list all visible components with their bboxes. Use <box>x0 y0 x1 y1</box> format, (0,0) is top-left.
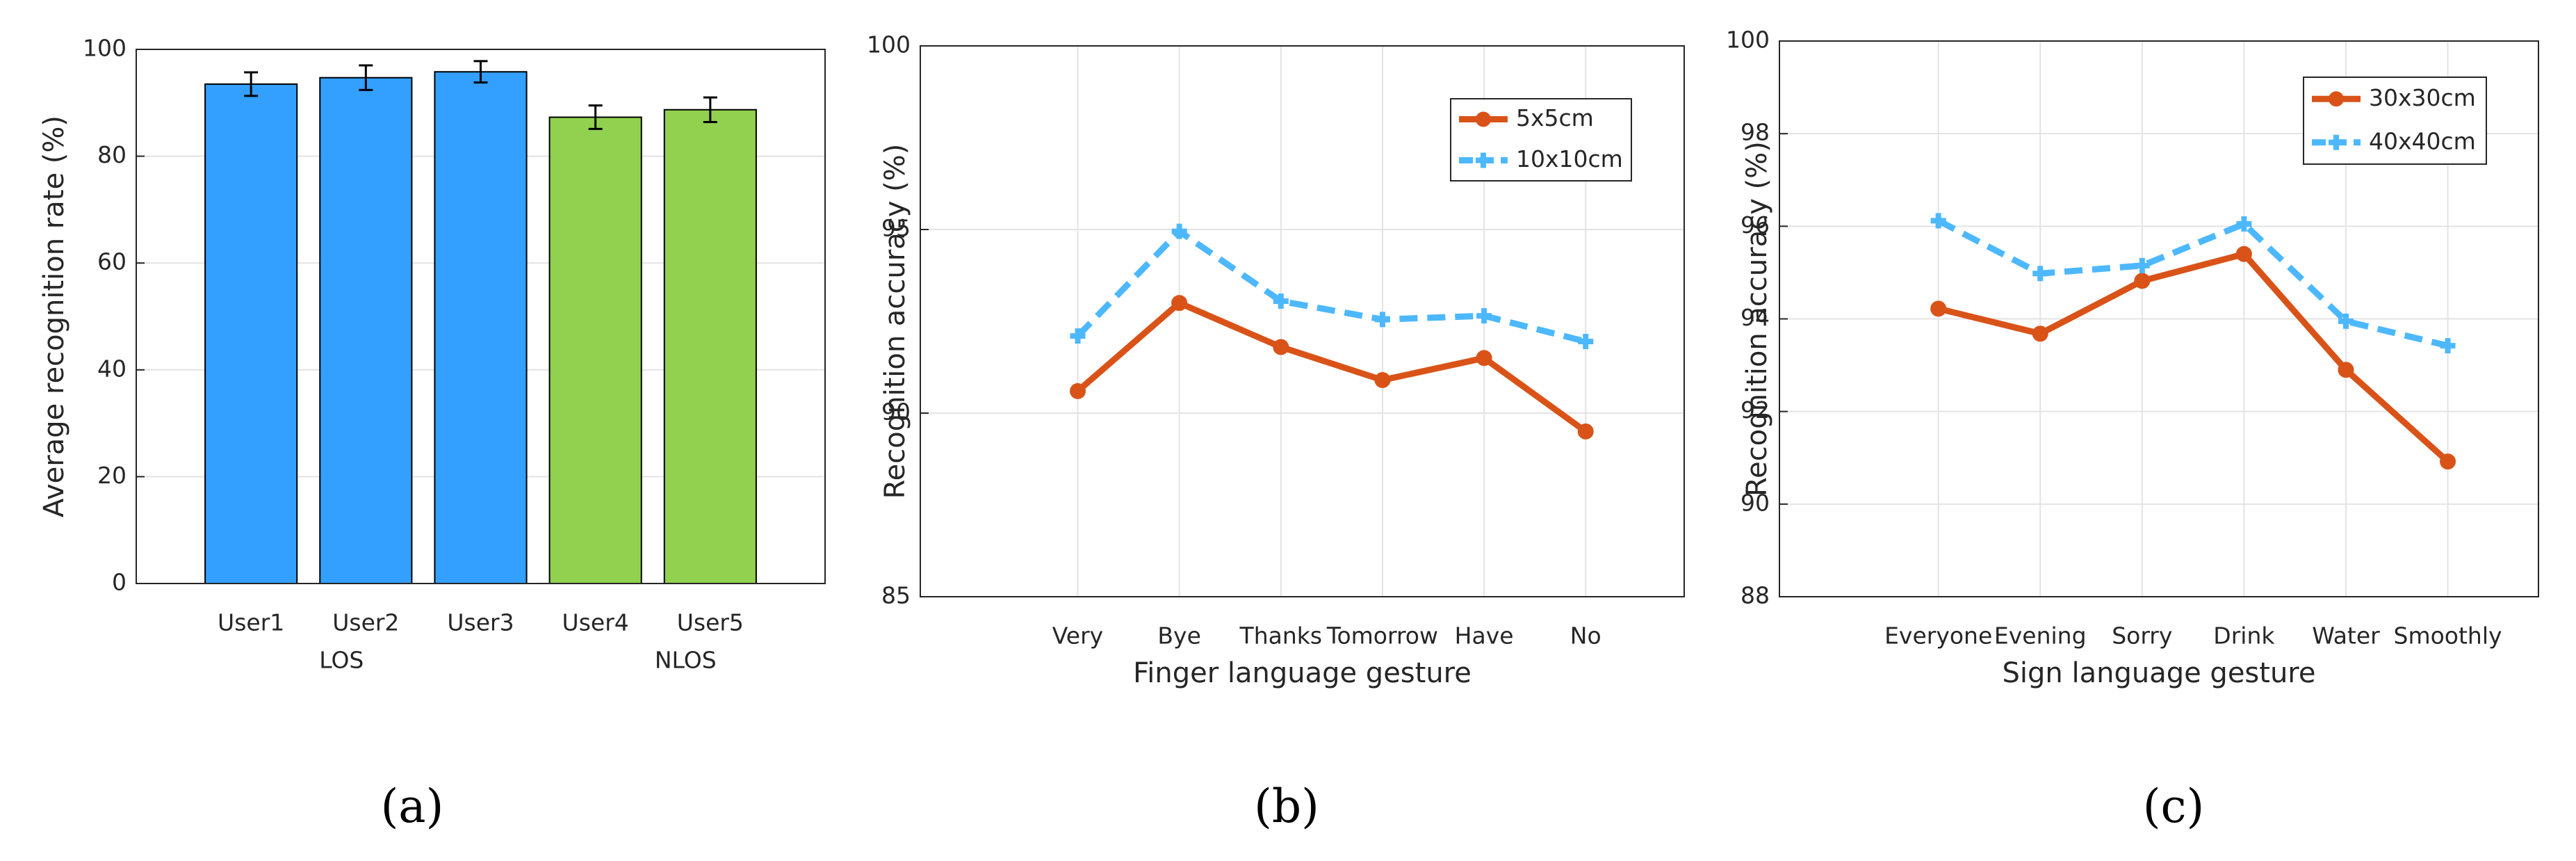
series-line <box>1075 227 1587 345</box>
x-tick-label: Thanks <box>1239 622 1323 650</box>
x-tick-label: Everyone <box>1884 622 1992 650</box>
y-tick-label: 90 <box>1741 489 1770 516</box>
marker <box>1273 293 1289 309</box>
series-line <box>1075 299 1588 435</box>
marker <box>2134 273 2151 289</box>
y-tick-label: 95 <box>881 215 911 242</box>
bar <box>434 71 528 585</box>
marker <box>1476 350 1492 367</box>
y-axis-label: Recognition accuracy (%) <box>879 144 911 499</box>
legend-marker <box>1476 152 1491 168</box>
marker <box>2338 313 2354 329</box>
marker <box>1171 223 1187 239</box>
x-tick-label: No <box>1570 622 1601 650</box>
y-tick-label: 85 <box>881 582 911 609</box>
x-tick-label: Very <box>1052 622 1103 650</box>
error-bar <box>703 96 717 123</box>
marker <box>1273 339 1289 355</box>
x-tick-label: Water <box>2312 622 2380 650</box>
x-axis-label: Finger language gesture <box>1133 657 1472 689</box>
legend-label: 10x10cm <box>1516 145 1623 172</box>
marker <box>1930 300 1947 317</box>
marker <box>1070 383 1086 399</box>
bar <box>548 116 642 584</box>
error-bar <box>473 60 488 84</box>
x-tick-label: User3 <box>447 609 514 636</box>
y-tick-label: 100 <box>83 35 127 62</box>
marker <box>1171 295 1188 312</box>
legend-marker <box>2329 91 2344 107</box>
marker <box>1476 308 1492 324</box>
group-label: NLOS <box>655 647 717 674</box>
marker <box>2032 266 2048 282</box>
x-tick-label: Smoothly <box>2394 622 2502 650</box>
marker <box>1577 423 1594 440</box>
marker <box>2032 325 2048 342</box>
marker <box>1578 334 1594 350</box>
x-tick-label: User2 <box>332 609 399 636</box>
marker <box>2134 257 2150 273</box>
x-tick-label: Tomorrow <box>1326 622 1438 650</box>
axes-box <box>920 45 1685 597</box>
series-line <box>1937 250 2450 464</box>
y-tick-label: 0 <box>112 569 127 596</box>
y-tick-label: 20 <box>97 462 127 489</box>
y-tick-label: 60 <box>97 248 127 275</box>
x-axis-label: Sign language gesture <box>2003 657 2316 689</box>
marker <box>2440 453 2456 470</box>
marker <box>1930 213 1946 229</box>
marker <box>2236 216 2252 232</box>
legend-label: 5x5cm <box>1516 104 1594 131</box>
x-tick-label: Sorry <box>2112 622 2172 650</box>
y-tick-label: 94 <box>1741 304 1770 331</box>
axes-box <box>1779 40 2539 597</box>
x-tick-label: Drink <box>2213 622 2275 650</box>
y-axis-label: Average recognition rate (%) <box>38 115 70 517</box>
y-tick-label: 40 <box>97 355 127 382</box>
x-tick-label: User1 <box>218 609 284 636</box>
marker <box>1374 371 1391 388</box>
bar <box>663 108 757 584</box>
marker <box>2338 362 2354 378</box>
subfigure-label: (c) <box>2143 780 2204 833</box>
marker <box>2235 246 2252 262</box>
y-tick-label: 100 <box>1726 26 1770 54</box>
y-tick-label: 98 <box>1741 119 1770 146</box>
error-bar <box>588 104 603 130</box>
legend-marker <box>2329 134 2344 150</box>
error-bar <box>359 64 373 91</box>
y-tick-label: 100 <box>867 31 911 58</box>
x-tick-label: Evening <box>1994 622 2087 650</box>
bar <box>319 77 413 585</box>
marker <box>1070 328 1086 344</box>
marker <box>1374 312 1390 328</box>
series-line <box>1937 218 2449 349</box>
y-tick-label: 80 <box>97 141 127 168</box>
error-bar <box>244 71 259 97</box>
x-tick-label: User4 <box>562 609 629 636</box>
marker <box>2440 338 2456 354</box>
legend-label: 40x40cm <box>2369 127 2476 154</box>
x-tick-label: Bye <box>1157 622 1200 650</box>
legend-label: 30x30cm <box>2369 84 2476 111</box>
x-tick-label: User5 <box>677 609 744 636</box>
y-tick-label: 90 <box>881 399 911 426</box>
y-axis-label: Recognition accuracy (%) <box>1741 141 1773 497</box>
legend-marker <box>1476 111 1491 127</box>
y-tick-label: 96 <box>1741 211 1770 239</box>
y-tick-label: 92 <box>1741 396 1770 424</box>
x-tick-label: Have <box>1455 622 1514 650</box>
axes-box <box>136 49 826 584</box>
bar <box>204 83 298 585</box>
y-tick-label: 88 <box>1741 582 1770 609</box>
group-label: LOS <box>319 647 364 674</box>
subfigure-label: (b) <box>1254 780 1319 833</box>
subfigure-label: (a) <box>381 780 444 833</box>
